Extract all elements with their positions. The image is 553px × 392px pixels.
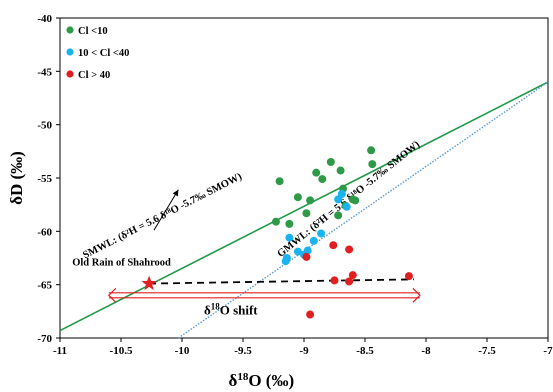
series-1-point xyxy=(312,168,321,177)
legend-label-1: Cl <10 xyxy=(78,26,108,37)
y-axis-label: δD (‰) xyxy=(7,151,26,205)
series-1-point xyxy=(326,158,335,166)
series-2-point xyxy=(303,246,312,255)
series-2-point xyxy=(293,247,302,256)
shift-arrow-right-head xyxy=(412,287,421,303)
series-1-point xyxy=(306,196,315,205)
series-1-point xyxy=(302,209,311,218)
y-tick-label: -50 xyxy=(37,120,52,132)
y-tick-label: -40 xyxy=(37,13,52,25)
shift-label: δ18O shift xyxy=(204,302,258,318)
x-tick-label: -9.5 xyxy=(234,345,252,357)
x-tick-label: -8 xyxy=(421,345,431,357)
plot-area-frame xyxy=(59,17,549,339)
series-3-point xyxy=(329,241,338,250)
series-1-point xyxy=(334,211,343,220)
series-3-point xyxy=(330,276,339,285)
series-1-point xyxy=(368,160,377,169)
axes-layer: -11 -10.5 -10 -9.5 -9 -8.5 -8 -7.5 -7 -40 -45 -50 -5… xyxy=(7,13,553,390)
series-2-point xyxy=(337,190,346,198)
legend-marker-1 xyxy=(66,26,74,34)
series-2-point xyxy=(342,202,351,211)
series-1-point xyxy=(367,146,376,155)
legend: Cl <10 10 < Cl <40 Cl > 40 xyxy=(66,26,129,81)
SMWL-line xyxy=(59,81,549,332)
scatter-points-layer xyxy=(271,146,413,319)
y-tick-label: -45 xyxy=(37,66,52,78)
x-tick-label: -7.5 xyxy=(478,345,496,357)
series-2-point xyxy=(317,229,326,238)
series-1-point xyxy=(318,175,327,184)
reference-lines-layer xyxy=(59,81,549,339)
x-tick-label: -10.5 xyxy=(110,345,133,357)
y-tick-label: -55 xyxy=(37,173,52,185)
series-1-point xyxy=(285,219,294,228)
series-3-point xyxy=(404,272,413,281)
old-rain-label: Old Rain of Shahrood xyxy=(72,257,171,268)
legend-marker-3 xyxy=(66,70,74,78)
series-3-point xyxy=(306,310,315,319)
x-tick-label: -7 xyxy=(543,345,553,357)
series-1-point xyxy=(351,196,360,205)
old-rain-star-icon xyxy=(141,275,157,291)
series-3-point xyxy=(345,245,354,254)
series-1-point xyxy=(271,217,280,226)
series-3-point xyxy=(302,252,311,261)
series-1-point xyxy=(275,177,284,186)
x-tick-label: -10 xyxy=(175,345,190,357)
y-tick-label: -70 xyxy=(37,333,52,345)
series-3-point xyxy=(348,271,357,280)
smwl-pointer-arrow xyxy=(153,189,179,231)
x-axis-label: δ18O (‰) xyxy=(228,371,294,390)
y-tick-label: -65 xyxy=(37,280,52,292)
series-1-point xyxy=(336,166,345,175)
x-tick-label: -8.5 xyxy=(356,345,374,357)
series-1-point xyxy=(293,193,302,202)
series-3-point xyxy=(345,277,354,286)
x-tick-label: -11 xyxy=(53,345,67,357)
shift-arrow-left-head xyxy=(107,287,117,303)
legend-label-2: 10 < Cl <40 xyxy=(78,48,129,59)
shift-line-line xyxy=(149,278,414,285)
legend-marker-2 xyxy=(66,48,74,56)
legend-label-3: Cl > 40 xyxy=(78,70,110,81)
series-2-point xyxy=(285,233,294,242)
series-2-point xyxy=(282,254,291,262)
y-tick-label: -60 xyxy=(37,226,52,238)
series-2-point xyxy=(309,236,318,245)
x-tick-label: -9 xyxy=(299,345,309,357)
